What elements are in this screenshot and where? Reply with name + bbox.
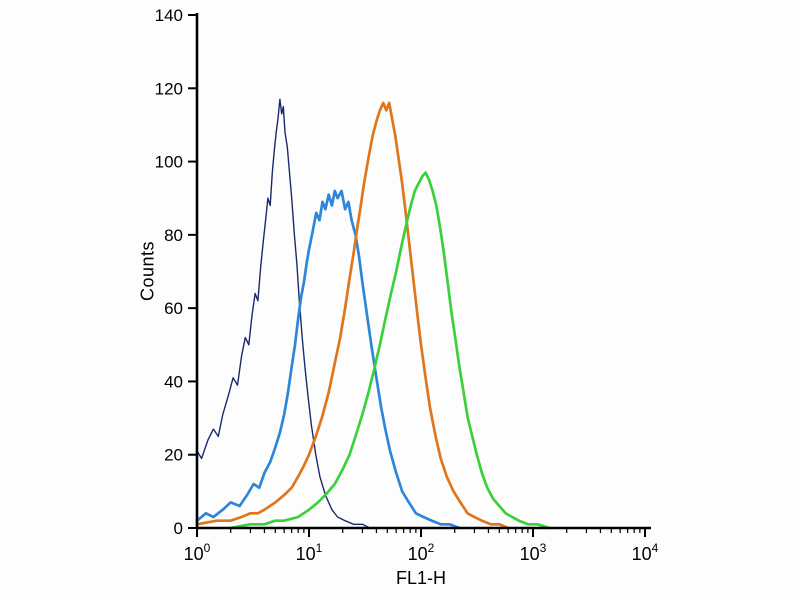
series-orange-peak [195,101,510,530]
y-ticks-group: 0 20 40 60 80 100 120 140 [155,6,197,538]
x-tick-label: 104 [632,541,659,564]
axes-group [195,13,651,530]
series-group [195,98,551,530]
y-tick-label: 100 [155,153,183,172]
y-tick-label: 0 [174,519,183,538]
series-navy-peak [196,98,378,529]
y-tick-label: 20 [164,446,183,465]
x-minor-ticks-group [230,528,641,533]
x-tick-label: 102 [408,541,435,564]
x-tick-label: 100 [184,541,211,564]
series-green-peak [229,171,551,530]
x-tick-label: 101 [296,541,323,564]
y-tick-label: 40 [164,372,183,391]
x-ticks-group: 100 101 102 103 104 [184,528,659,564]
series-blue-peak [195,189,461,530]
y-tick-label: 80 [164,226,183,245]
y-axis-label: Counts [137,240,158,302]
y-tick-label: 60 [164,299,183,318]
y-tick-label: 120 [155,79,183,98]
x-tick-label: 103 [520,541,547,564]
x-axis-label: FL1-H [395,568,447,588]
y-tick-label: 140 [155,6,183,25]
